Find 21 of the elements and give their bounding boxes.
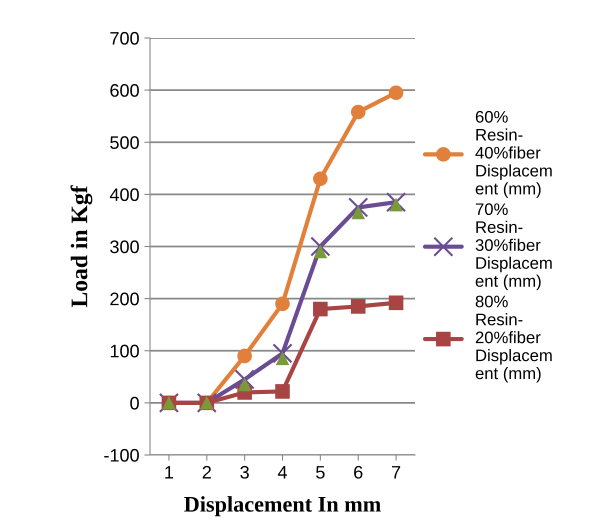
x-axis-title: Displacement In mm bbox=[184, 496, 381, 516]
y-tick-label: 100 bbox=[110, 344, 139, 358]
y-axis-title: Load in Kgf bbox=[70, 185, 92, 308]
x-tick-label: 4 bbox=[278, 466, 287, 478]
y-tick-label: 300 bbox=[110, 240, 139, 254]
legend-label: 60% Resin-40%fiber Displacement (mm) bbox=[475, 110, 552, 198]
y-tick-label: 700 bbox=[110, 32, 139, 45]
x-tick-label: 7 bbox=[392, 466, 400, 478]
y-tick-label: 200 bbox=[110, 292, 139, 306]
y-tick-label: 500 bbox=[110, 136, 139, 149]
legend-label: 80% Resin-20%fiber Displacement (mm) bbox=[476, 296, 552, 383]
y-tick-label: 600 bbox=[110, 84, 139, 97]
legend-label: 70% Resin-30%fiber Displacement (mm) bbox=[476, 203, 552, 290]
x-tick-label: 2 bbox=[202, 466, 211, 478]
x-tick-label: 6 bbox=[354, 466, 362, 479]
y-tick-label: 400 bbox=[110, 188, 139, 202]
y-tick-label: 0 bbox=[130, 396, 139, 410]
y-tick-label: -100 bbox=[104, 448, 139, 462]
x-tick-label: 5 bbox=[316, 466, 325, 479]
x-tick-label: 1 bbox=[165, 466, 174, 478]
x-tick-label: 3 bbox=[240, 466, 249, 479]
